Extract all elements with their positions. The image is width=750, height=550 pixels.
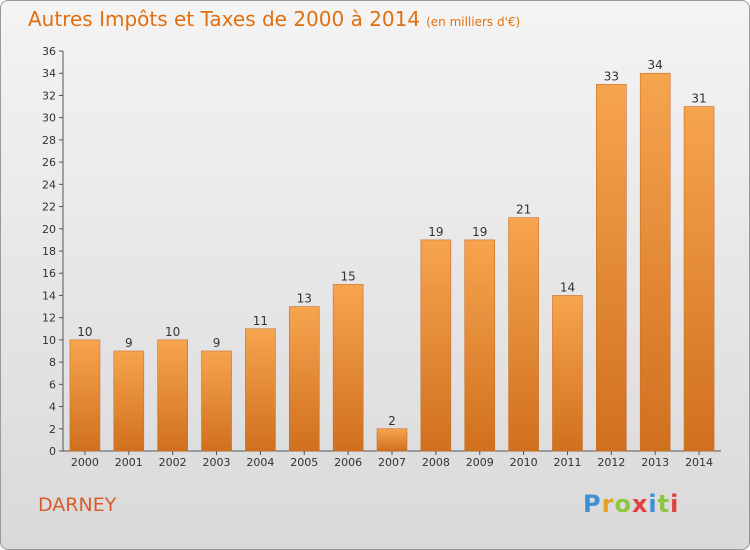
bar-value-label: 13: [297, 292, 312, 306]
y-tick-label: 6: [49, 378, 56, 391]
bar: [113, 350, 145, 452]
logo-letter: i: [648, 490, 658, 518]
x-tick-label: 2014: [685, 456, 713, 469]
y-tick-label: 8: [49, 356, 56, 369]
y-tick-label: 12: [42, 312, 56, 325]
y-tick-label: 10: [42, 334, 56, 347]
logo-letter: t: [657, 490, 671, 518]
x-tick-label: 2007: [378, 456, 406, 469]
y-tick-label: 2: [49, 423, 56, 436]
chart-value-labels: 10 9 10 9 11 13 15 2 19 19 21 14 33 34 31: [77, 58, 706, 428]
bar-value-label: 14: [560, 280, 575, 294]
chart-title-unit: (en milliers d'€): [426, 15, 521, 29]
commune-name: DARNEY: [38, 494, 117, 516]
bar-value-label: 34: [648, 58, 663, 72]
y-tick-label: 14: [42, 289, 56, 302]
x-tick-label: 2000: [71, 456, 99, 469]
logo-letter: o: [614, 490, 632, 518]
x-tick-label: 2003: [203, 456, 231, 469]
x-tick-label: 2005: [290, 456, 318, 469]
x-tick-label: 2012: [597, 456, 625, 469]
x-tick-label: 2006: [334, 456, 362, 469]
y-tick-label: 24: [42, 178, 56, 191]
y-tick-label: 30: [42, 112, 56, 125]
bar-value-label: 15: [340, 269, 355, 283]
chart-bars: [69, 72, 715, 452]
y-tick-label: 0: [49, 445, 56, 458]
logo-letter: i: [670, 490, 680, 518]
x-tick-label: 2009: [466, 456, 494, 469]
y-tick-label: 28: [42, 134, 56, 147]
bar: [683, 106, 715, 452]
bar: [69, 339, 101, 452]
y-tick-label: 4: [49, 401, 56, 414]
bar: [464, 239, 496, 452]
bar-value-label: 9: [125, 336, 133, 350]
y-tick-label: 34: [42, 67, 56, 80]
y-tick-label: 36: [42, 45, 56, 58]
x-tick-label: 2011: [553, 456, 581, 469]
bar: [332, 284, 364, 452]
logo-letter: x: [631, 490, 649, 518]
x-tick-label: 2004: [246, 456, 274, 469]
chart-x-ticks: 2000 2001 2002 2003 2004 2005 2006 2007 2008 2009…: [71, 451, 713, 469]
bar-value-label: 9: [213, 336, 221, 350]
y-tick-label: 26: [42, 156, 56, 169]
logo-letter: P: [583, 490, 602, 518]
bar-value-label: 19: [428, 225, 443, 239]
bar: [508, 217, 539, 452]
x-tick-label: 2008: [422, 456, 450, 469]
bar-value-label: 10: [165, 325, 180, 339]
y-tick-label: 32: [42, 89, 56, 102]
bar-value-label: 21: [516, 203, 531, 217]
bar: [596, 84, 627, 452]
bar-value-label: 31: [691, 92, 706, 106]
bar: [420, 239, 452, 452]
y-tick-label: 20: [42, 223, 56, 236]
bar-value-label: 11: [253, 314, 268, 328]
logo-letter: r: [601, 490, 615, 518]
bar-value-label: 2: [388, 414, 396, 428]
proxiti-logo: Proxiti: [583, 490, 679, 518]
chart-title-main: Autres Impôts et Taxes de 2000 à 2014: [28, 7, 421, 31]
bar: [245, 328, 276, 452]
bar-value-label: 33: [604, 69, 619, 83]
chart-title: Autres Impôts et Taxes de 2000 à 2014 (en…: [28, 7, 520, 31]
y-tick-label: 18: [42, 245, 56, 258]
bar: [288, 306, 320, 452]
y-tick-label: 22: [42, 201, 56, 214]
x-tick-label: 2013: [641, 456, 669, 469]
x-tick-label: 2001: [115, 456, 143, 469]
x-tick-label: 2010: [510, 456, 538, 469]
bar: [639, 72, 671, 452]
bar-value-label: 19: [472, 225, 487, 239]
bar-value-label: 10: [77, 325, 92, 339]
bar: [376, 428, 408, 452]
bar: [552, 295, 583, 452]
x-tick-label: 2002: [159, 456, 187, 469]
y-tick-label: 16: [42, 267, 56, 280]
bar: [157, 339, 188, 452]
bar: [201, 350, 232, 452]
